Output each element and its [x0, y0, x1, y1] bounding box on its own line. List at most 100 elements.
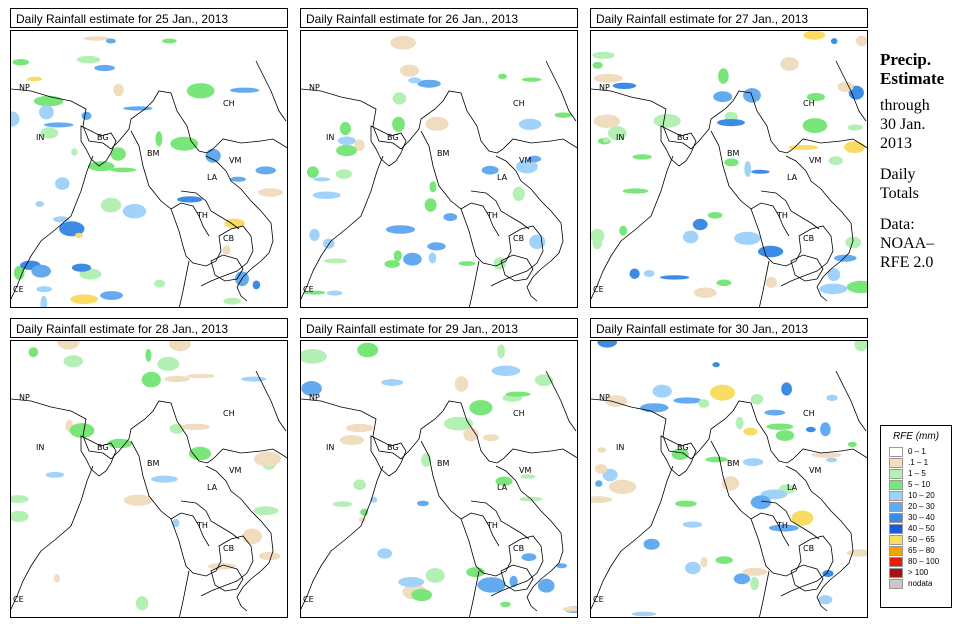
rainfall-patch: [768, 524, 799, 532]
country-border: [210, 254, 244, 282]
rainfall-patch: [155, 131, 163, 147]
panel-title: Daily Rainfall estimate for 27 Jan., 201…: [590, 8, 868, 28]
rainfall-patch: [259, 552, 281, 561]
rainfall-patch: [712, 362, 720, 368]
map-canvas: [591, 31, 867, 307]
rainfall-patch: [527, 155, 542, 163]
rainfall-patch: [760, 489, 788, 500]
legend-swatch: [889, 545, 903, 556]
map-frame: NP CH IN BG BM VM LA TH CB CE: [10, 30, 288, 308]
rainfall-patch: [717, 119, 745, 127]
country-label-cb: CB: [513, 234, 525, 243]
country-border: [11, 398, 287, 464]
country-label-ch: CH: [223, 409, 235, 418]
legend-swatch: [889, 523, 903, 534]
country-label-cb: CB: [513, 544, 525, 553]
rainfall-patch: [425, 116, 449, 131]
country-label-ch: CH: [803, 99, 815, 108]
side-title-line1: Precip.: [880, 50, 932, 69]
country-label-bm: BM: [727, 149, 740, 158]
country-label-th: TH: [487, 521, 498, 530]
rainfall-patch: [254, 451, 281, 467]
rainfall-patch: [497, 344, 505, 359]
rainfall-patch: [123, 494, 153, 506]
map-canvas: [301, 342, 577, 617]
country-border: [710, 130, 834, 287]
rainfall-patch: [307, 166, 319, 179]
legend-label: 1 – 5: [908, 469, 926, 478]
country-border: [301, 398, 577, 464]
rainfall-patch: [357, 342, 379, 358]
map-canvas: [11, 36, 287, 307]
country-border: [460, 202, 500, 237]
rainfall-patch: [631, 611, 657, 617]
legend-swatch: [889, 512, 903, 523]
rainfall-patch: [403, 252, 422, 266]
country-label-la: LA: [787, 483, 798, 492]
rainfall-patch: [417, 500, 429, 507]
rainfall-patch: [803, 31, 826, 40]
legend-row: > 100: [889, 567, 951, 578]
country-border: [495, 155, 564, 302]
country-label-np: NP: [599, 83, 610, 92]
rainfall-patch: [153, 279, 166, 288]
rainfall-patch: [258, 188, 283, 197]
side-through: through: [880, 97, 930, 114]
rainfall-patch: [673, 397, 702, 404]
country-border: [301, 88, 577, 154]
panel-title: Daily Rainfall estimate for 30 Jan., 201…: [590, 318, 868, 338]
rainfall-patch: [495, 476, 513, 486]
rainfall-patch: [145, 348, 152, 362]
rainfall-patch: [705, 456, 728, 463]
country-label-ce: CE: [13, 595, 24, 604]
country-border: [370, 435, 407, 477]
rainfall-patch: [643, 270, 655, 277]
side-data-line2: NOAA–: [880, 235, 935, 252]
panel-title: Daily Rainfall estimate for 25 Jan., 201…: [10, 8, 288, 28]
country-border: [785, 465, 854, 612]
country-label-bg: BG: [97, 443, 109, 452]
country-border: [500, 564, 534, 592]
rainfall-patch: [521, 553, 537, 561]
country-border: [835, 60, 867, 122]
country-border: [469, 570, 480, 617]
rainfall-patch: [529, 234, 546, 249]
country-border: [130, 130, 254, 287]
country-border: [255, 370, 287, 432]
country-label-ce: CE: [303, 285, 314, 294]
rainfall-patch: [845, 236, 861, 249]
legend-title: RFE (mm): [892, 431, 940, 442]
legend-swatch: [889, 468, 903, 479]
map-canvas: [301, 35, 577, 307]
rainfall-patch: [393, 250, 402, 262]
country-border: [591, 465, 674, 610]
rainfall-patch: [734, 231, 761, 245]
country-label-th: TH: [777, 211, 788, 220]
rainfall-patch: [230, 176, 246, 182]
legend-row: 1 – 5: [889, 468, 951, 479]
legend-row: 65 – 80: [889, 545, 951, 556]
country-label-th: TH: [487, 211, 498, 220]
rainfall-patch: [443, 416, 474, 431]
rainfall-patch: [301, 381, 322, 396]
rainfall-patch: [229, 87, 260, 93]
rainfall-patch: [11, 510, 29, 523]
legend-label: 10 – 20: [908, 491, 935, 500]
map-frame: NP CH IN BG BM VM LA TH CB CE: [300, 340, 578, 618]
legend-label: 40 – 50: [908, 524, 935, 533]
country-border: [660, 435, 697, 477]
rainfall-map-panel-29jan: Daily Rainfall estimate for 29 Jan., 201…: [300, 318, 578, 618]
rainfall-patch: [607, 126, 627, 141]
country-label-in: IN: [326, 133, 335, 142]
rainfall-patch: [100, 197, 122, 213]
country-border: [179, 570, 190, 617]
rainfall-patch: [750, 394, 764, 405]
rainfall-patch: [55, 177, 70, 190]
rainfall-patch: [518, 118, 542, 130]
rainfall-patch: [392, 116, 405, 132]
legend-swatch: [889, 567, 903, 578]
rainfall-patch: [353, 479, 366, 490]
rainfall-patch: [113, 83, 124, 97]
rainfall-patch: [653, 114, 681, 128]
country-label-bg: BG: [97, 133, 109, 142]
